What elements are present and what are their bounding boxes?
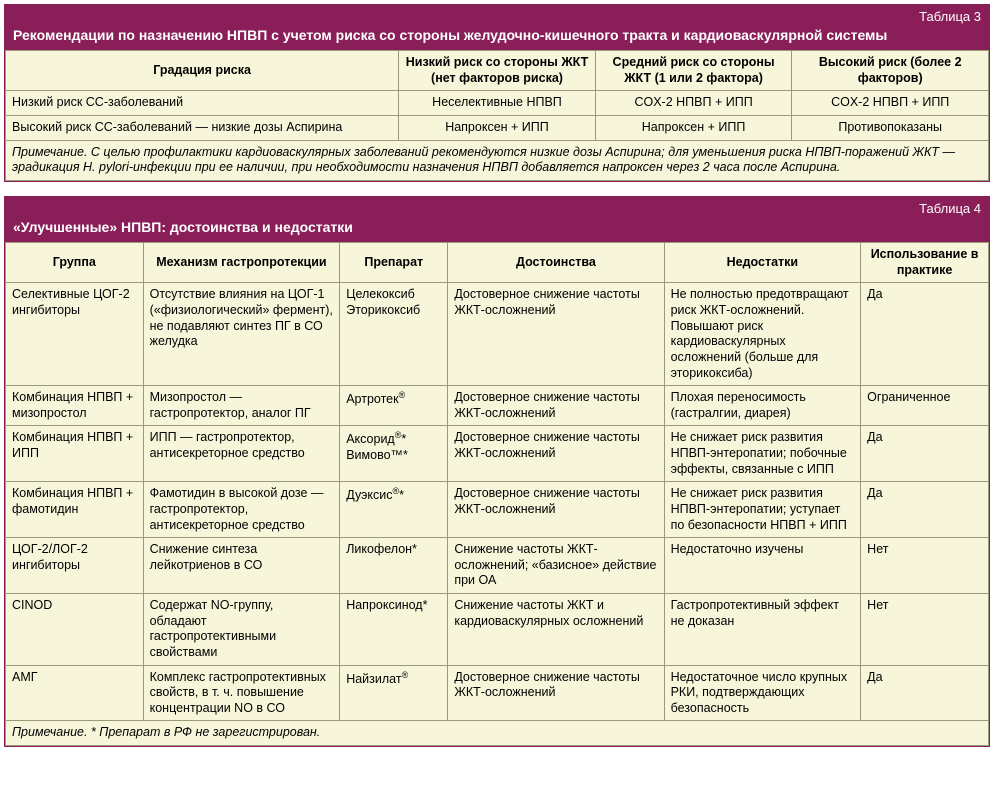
table4-col-header: Препарат <box>340 243 448 283</box>
table4-col-header: Достоинства <box>448 243 664 283</box>
table-cell: Ограниченное <box>861 386 989 426</box>
table-cell: Напроксен + ИПП <box>595 116 792 141</box>
table3: Градация рискаНизкий риск со стороны ЖКТ… <box>5 50 989 181</box>
table-cell: Комплекс гастропротективных свойств, в т… <box>143 665 340 721</box>
table4: ГруппаМеханизм гастропротекцииПрепаратДо… <box>5 242 989 746</box>
table3-col-header: Градация риска <box>6 51 399 91</box>
table4-body: Селективные ЦОГ-2 ингибиторыОтсутствие в… <box>6 283 989 721</box>
table-cell: Плохая переносимость (гастралгии, диарея… <box>664 386 861 426</box>
table3-note: Примечание. С целью профилактики кардиов… <box>6 140 989 180</box>
table-row: Высокий риск СС-заболеваний — низкие доз… <box>6 116 989 141</box>
table4-header: Таблица 4 «Улучшенные» НПВП: достоинства… <box>5 197 989 242</box>
table4-col-header: Недостатки <box>664 243 861 283</box>
table-cell: Найзилат® <box>340 665 448 721</box>
table-cell: ЦелекоксибЭторикоксиб <box>340 283 448 386</box>
table3-container: Таблица 3 Рекомендации по назначению НПВ… <box>4 4 990 182</box>
table-cell: Достоверное снижение частоты ЖКТ-осложне… <box>448 426 664 482</box>
table-cell: Неселективные НПВП <box>399 91 596 116</box>
table-cell: ИПП — гастропротектор, антисекреторное с… <box>143 426 340 482</box>
table-cell: Мизопростол — гастропротектор, аналог ПГ <box>143 386 340 426</box>
table-cell: Ликофелон* <box>340 538 448 594</box>
table-cell: Недостаточно изучены <box>664 538 861 594</box>
table4-number: Таблица 4 <box>13 201 981 218</box>
table-cell: Низкий риск СС-заболеваний <box>6 91 399 116</box>
table-cell: Артротек® <box>340 386 448 426</box>
table-cell: Противопоказаны <box>792 116 989 141</box>
table-cell: Комбинация НПВП + мизопростол <box>6 386 144 426</box>
table-cell: Достоверное снижение частоты ЖКТ-осложне… <box>448 482 664 538</box>
table-cell: Снижение синтеза лейкотриенов в СО <box>143 538 340 594</box>
table-cell: Напроксинод* <box>340 594 448 666</box>
table-cell: Аксорид®*Вимово™* <box>340 426 448 482</box>
table3-head-row: Градация рискаНизкий риск со стороны ЖКТ… <box>6 51 989 91</box>
table-cell: Снижение частоты ЖКТ и кардиоваскулярных… <box>448 594 664 666</box>
table-cell: COX-2 НПВП + ИПП <box>595 91 792 116</box>
table-cell: Достоверное снижение частоты ЖКТ-осложне… <box>448 665 664 721</box>
table-cell: Снижение частоты ЖКТ-осложнений; «базисн… <box>448 538 664 594</box>
table-row: Низкий риск СС-заболеванийНеселективные … <box>6 91 989 116</box>
table-cell: Фамотидин в высокой дозе — гастропротект… <box>143 482 340 538</box>
table-cell: Не снижает риск развития НПВП-энтеропати… <box>664 426 861 482</box>
table-row: CINODСодержат NO-группу, обладают гастро… <box>6 594 989 666</box>
table-cell: Да <box>861 426 989 482</box>
table4-title: «Улучшенные» НПВП: достоинства и недоста… <box>13 218 981 236</box>
table3-header: Таблица 3 Рекомендации по назначению НПВ… <box>5 5 989 50</box>
table-row: Комбинация НПВП + мизопростолМизопростол… <box>6 386 989 426</box>
table3-col-header: Средний риск со стороны ЖКТ (1 или 2 фак… <box>595 51 792 91</box>
table-cell: Комбинация НПВП + ИПП <box>6 426 144 482</box>
table-cell: Содержат NO-группу, обладают гастропроте… <box>143 594 340 666</box>
table-cell: Гастропротективный эффект не доказан <box>664 594 861 666</box>
table-cell: Селективные ЦОГ-2 ингибиторы <box>6 283 144 386</box>
table-cell: Нет <box>861 538 989 594</box>
table-cell: CINOD <box>6 594 144 666</box>
table-cell: Отсутствие влияния на ЦОГ-1 («физиологич… <box>143 283 340 386</box>
table-cell: ЦОГ-2/ЛОГ-2 ингибиторы <box>6 538 144 594</box>
table-row: АМГКомплекс гастропротективных свойств, … <box>6 665 989 721</box>
table-cell: АМГ <box>6 665 144 721</box>
table3-note-row: Примечание. С целью профилактики кардиов… <box>6 140 989 180</box>
table-cell: Да <box>861 665 989 721</box>
table-cell: Нет <box>861 594 989 666</box>
table-cell: Дуэксис®* <box>340 482 448 538</box>
table4-note: Примечание. * Препарат в РФ не зарегистр… <box>6 721 989 746</box>
table-cell: Да <box>861 283 989 386</box>
table-row: ЦОГ-2/ЛОГ-2 ингибиторыСнижение синтеза л… <box>6 538 989 594</box>
table4-col-header: Механизм гастропротекции <box>143 243 340 283</box>
table-cell: Напроксен + ИПП <box>399 116 596 141</box>
table4-container: Таблица 4 «Улучшенные» НПВП: достоинства… <box>4 196 990 747</box>
table-cell: Да <box>861 482 989 538</box>
table-row: Комбинация НПВП + фамотидинФамотидин в в… <box>6 482 989 538</box>
table-cell: Достоверное снижение частоты ЖКТ-осложне… <box>448 386 664 426</box>
table-cell: Недостаточное число крупных РКИ, подтвер… <box>664 665 861 721</box>
table3-col-header: Высокий риск (более 2 факторов) <box>792 51 989 91</box>
table4-col-header: Использование в практике <box>861 243 989 283</box>
table3-body: Низкий риск СС-заболеванийНеселективные … <box>6 91 989 140</box>
table-cell: Высокий риск СС-заболеваний — низкие доз… <box>6 116 399 141</box>
table3-col-header: Низкий риск со стороны ЖКТ (нет факторов… <box>399 51 596 91</box>
table-cell: Не снижает риск развития НПВП-энтеропати… <box>664 482 861 538</box>
table-cell: Достоверное снижение частоты ЖКТ-осложне… <box>448 283 664 386</box>
table-cell: COX-2 НПВП + ИПП <box>792 91 989 116</box>
table-cell: Не полностью предотвращают риск ЖКТ-осло… <box>664 283 861 386</box>
table3-title: Рекомендации по назначению НПВП с учетом… <box>13 26 981 44</box>
table-row: Комбинация НПВП + ИППИПП — гастропротект… <box>6 426 989 482</box>
table3-number: Таблица 3 <box>13 9 981 26</box>
table4-note-row: Примечание. * Препарат в РФ не зарегистр… <box>6 721 989 746</box>
table4-col-header: Группа <box>6 243 144 283</box>
table-row: Селективные ЦОГ-2 ингибиторыОтсутствие в… <box>6 283 989 386</box>
table4-head-row: ГруппаМеханизм гастропротекцииПрепаратДо… <box>6 243 989 283</box>
table-cell: Комбинация НПВП + фамотидин <box>6 482 144 538</box>
